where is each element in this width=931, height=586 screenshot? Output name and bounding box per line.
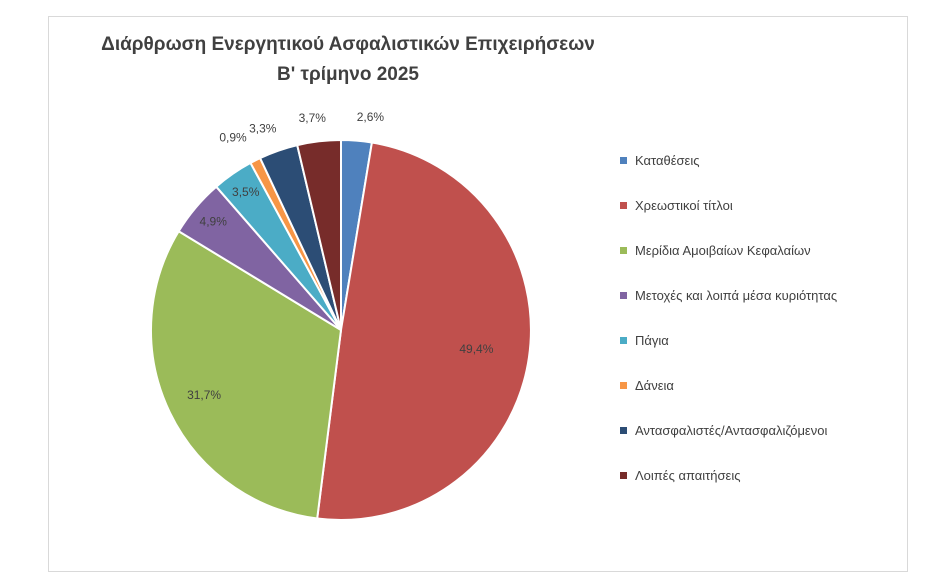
- pie-data-label: 4,9%: [200, 214, 228, 228]
- legend-item: Καταθέσεις: [620, 138, 900, 183]
- legend-label: Χρεωστικοί τίτλοι: [635, 198, 733, 213]
- legend-label: Πάγια: [635, 333, 669, 348]
- legend-swatch: [620, 472, 627, 479]
- legend-item: Δάνεια: [620, 363, 900, 408]
- legend-item: Μετοχές και λοιπά μέσα κυριότητας: [620, 273, 900, 318]
- pie-data-label: 31,7%: [187, 388, 221, 402]
- legend-swatch: [620, 292, 627, 299]
- legend-item: Λοιπές απαιτήσεις: [620, 453, 900, 498]
- legend-item: Πάγια: [620, 318, 900, 363]
- pie-data-label: 3,3%: [249, 121, 277, 135]
- pie-data-label: 49,4%: [459, 342, 493, 356]
- legend-swatch: [620, 157, 627, 164]
- legend-label: Μετοχές και λοιπά μέσα κυριότητας: [635, 288, 837, 303]
- legend: Καταθέσεις Χρεωστικοί τίτλοι Μερίδια Αμοιβ…: [620, 138, 900, 498]
- pie-data-label: 2,6%: [357, 110, 385, 124]
- pie-data-label: 3,5%: [232, 185, 260, 199]
- legend-item: Χρεωστικοί τίτλοι: [620, 183, 900, 228]
- legend-label: Μερίδια Αμοιβαίων Κεφαλαίων: [635, 243, 811, 258]
- legend-swatch: [620, 382, 627, 389]
- legend-swatch: [620, 202, 627, 209]
- legend-label: Λοιπές απαιτήσεις: [635, 468, 741, 483]
- legend-swatch: [620, 247, 627, 254]
- pie-data-label: 0,9%: [219, 130, 247, 144]
- legend-swatch: [620, 337, 627, 344]
- pie-data-label: 3,7%: [299, 111, 327, 125]
- pie-slices: [151, 140, 531, 520]
- legend-swatch: [620, 427, 627, 434]
- legend-item: Μερίδια Αμοιβαίων Κεφαλαίων: [620, 228, 900, 273]
- legend-label: Αντασφαλιστές/Αντασφαλιζόμενοι: [635, 423, 827, 438]
- legend-label: Δάνεια: [635, 378, 674, 393]
- legend-item: Αντασφαλιστές/Αντασφαλιζόμενοι: [620, 408, 900, 453]
- legend-label: Καταθέσεις: [635, 153, 700, 168]
